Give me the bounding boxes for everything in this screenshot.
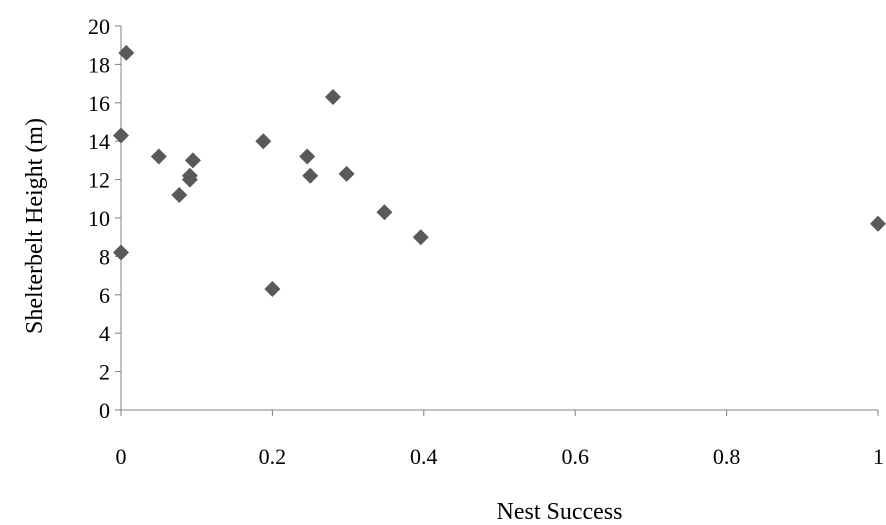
data-point [412, 229, 429, 246]
x-tick-label: 0.2 [259, 444, 287, 469]
data-point [150, 148, 167, 165]
y-tick-label: 14 [88, 129, 110, 154]
y-tick-label: 20 [88, 14, 110, 39]
y-tick-label: 4 [99, 321, 110, 346]
y-tick-label: 10 [88, 206, 110, 231]
y-tick-label: 0 [99, 398, 110, 423]
data-point [299, 148, 316, 165]
data-point [264, 281, 281, 298]
data-points [113, 44, 886, 298]
x-tick-label: 1 [873, 444, 884, 469]
y-ticks: 0 2 4 6 8 10 12 14 16 18 20 [88, 14, 121, 423]
y-tick-label: 2 [99, 360, 110, 385]
data-point [255, 133, 272, 150]
x-ticks: 0 0.2 0.4 0.6 0.8 1 [116, 410, 884, 469]
data-point [118, 44, 135, 61]
data-point [324, 89, 341, 106]
y-tick-label: 6 [99, 283, 110, 308]
x-tick-label: 0.4 [410, 444, 438, 469]
data-point [302, 167, 319, 184]
data-point [338, 165, 355, 182]
data-point [113, 244, 129, 261]
data-point [113, 127, 129, 144]
axes: 0 2 4 6 8 10 12 14 16 18 20 0 0.2 0.4 0.6 0.8 1 [88, 14, 884, 469]
data-point [171, 186, 188, 203]
x-tick-label: 0.6 [561, 444, 589, 469]
x-tick-label: 0 [116, 444, 127, 469]
y-tick-label: 16 [88, 91, 110, 116]
y-tick-label: 18 [88, 52, 110, 77]
data-point [184, 152, 201, 169]
x-axis-title: Nest Success [497, 499, 623, 525]
x-tick-label: 0.8 [713, 444, 741, 469]
y-tick-label: 12 [88, 168, 110, 193]
y-tick-label: 8 [99, 244, 110, 269]
data-point [870, 215, 886, 232]
y-axis-title: Shelterbelt Height (m) [22, 118, 48, 334]
data-point [376, 204, 393, 221]
data-point [181, 171, 198, 188]
